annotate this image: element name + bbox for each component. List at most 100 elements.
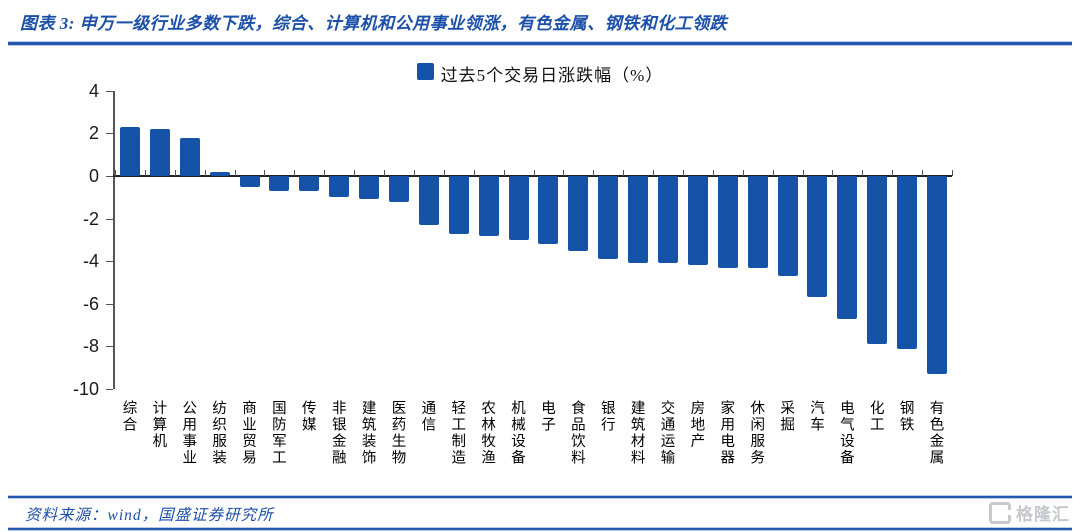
y-axis-tick bbox=[106, 261, 113, 263]
bar-农林牧渔 bbox=[478, 176, 499, 236]
x-axis-tick bbox=[802, 170, 804, 176]
figure-title: 图表 3: 申万一级行业多数下跌，综合、计算机和公用事业领涨，有色金属、钢铁和化… bbox=[20, 14, 728, 33]
watermark: 格隆汇 bbox=[989, 500, 1070, 525]
x-axis-label: 电气设备 bbox=[837, 400, 854, 466]
x-axis-label: 传媒 bbox=[299, 400, 316, 433]
x-axis-label: 交通运输 bbox=[658, 400, 675, 466]
x-axis-label: 电子 bbox=[538, 400, 555, 433]
x-axis-label: 轻工制造 bbox=[449, 400, 466, 466]
x-axis-tick bbox=[503, 170, 505, 176]
x-axis-tick bbox=[862, 170, 864, 176]
bar-通信 bbox=[418, 176, 439, 225]
legend-swatch-icon bbox=[416, 63, 434, 80]
y-axis-label: -8 bbox=[82, 336, 99, 357]
y-axis-label: -6 bbox=[82, 293, 99, 314]
bar-计算机 bbox=[149, 129, 170, 176]
bar-国防军工 bbox=[269, 176, 290, 191]
x-axis-label: 食品饮料 bbox=[568, 400, 585, 466]
x-axis-tick bbox=[682, 170, 684, 176]
bar-轻工制造 bbox=[448, 176, 469, 234]
x-axis-tick bbox=[653, 170, 655, 176]
bar-有色金属 bbox=[927, 176, 948, 375]
y-axis-label: 0 bbox=[88, 166, 99, 186]
bar-休闲服务 bbox=[747, 176, 768, 268]
x-axis-label: 通信 bbox=[419, 400, 436, 433]
y-axis-tick bbox=[106, 90, 113, 92]
bar-电气设备 bbox=[837, 176, 858, 319]
y-axis-tick bbox=[106, 218, 113, 220]
bar-房地产 bbox=[687, 176, 708, 266]
x-axis-label: 计算机 bbox=[150, 400, 167, 450]
y-axis-tick bbox=[106, 346, 113, 348]
x-axis-tick bbox=[115, 170, 116, 176]
y-axis-tick bbox=[106, 133, 113, 135]
x-axis-label: 有色金属 bbox=[927, 400, 944, 466]
x-axis-tick bbox=[204, 170, 206, 176]
watermark-brand: 格隆汇 bbox=[1016, 505, 1070, 524]
chart-legend: 过去5个交易日涨跌幅（%） bbox=[0, 61, 1080, 86]
bar-银行 bbox=[598, 176, 619, 260]
bar-采掘 bbox=[777, 176, 798, 277]
x-axis-label: 综合 bbox=[120, 400, 137, 433]
bar-汽车 bbox=[807, 176, 828, 298]
legend-label: 过去5个交易日涨跌幅（%） bbox=[440, 66, 664, 85]
x-axis-label: 建筑材料 bbox=[628, 400, 645, 466]
x-axis-label: 机械设备 bbox=[509, 400, 526, 466]
x-axis-tick bbox=[832, 170, 834, 176]
x-axis-tick bbox=[354, 170, 356, 176]
bar-建筑材料 bbox=[628, 176, 649, 264]
bar-纺织服装 bbox=[209, 171, 230, 176]
x-axis-label: 家用电器 bbox=[718, 400, 735, 466]
y-axis-label: -4 bbox=[82, 251, 99, 272]
x-axis-label: 房地产 bbox=[688, 400, 705, 450]
x-axis-tick bbox=[443, 170, 445, 176]
x-axis-tick bbox=[234, 170, 236, 176]
bar-医药生物 bbox=[388, 176, 409, 202]
x-axis-tick bbox=[623, 170, 625, 176]
bar-交通运输 bbox=[658, 176, 679, 264]
x-axis-tick bbox=[324, 170, 326, 176]
x-axis-label: 非银金融 bbox=[329, 400, 346, 466]
y-axis-tick bbox=[106, 176, 113, 177]
bar-钢铁 bbox=[897, 176, 918, 349]
bar-机械设备 bbox=[508, 176, 529, 240]
y-axis-tick bbox=[106, 389, 113, 390]
bottom-border bbox=[8, 528, 1072, 530]
x-axis-tick bbox=[413, 170, 415, 176]
source-note: 资料来源：wind，国盛证券研究所 bbox=[25, 507, 274, 524]
y-axis-label: 2 bbox=[88, 123, 99, 144]
bar-商业贸易 bbox=[239, 176, 260, 187]
x-axis-label: 休闲服务 bbox=[748, 400, 765, 466]
x-axis-tick bbox=[952, 170, 953, 176]
y-axis-label: -10 bbox=[72, 379, 99, 399]
x-axis-tick bbox=[264, 170, 266, 176]
x-axis-tick bbox=[384, 170, 386, 176]
x-axis-tick bbox=[144, 170, 146, 176]
title-divider bbox=[8, 42, 1072, 45]
x-axis-tick bbox=[563, 170, 565, 176]
bar-家用电器 bbox=[717, 176, 738, 268]
x-axis-label: 化工 bbox=[867, 400, 884, 433]
x-axis-label: 采掘 bbox=[778, 400, 795, 433]
x-axis-label: 建筑装饰 bbox=[359, 400, 376, 466]
x-axis-tick bbox=[174, 170, 176, 176]
x-axis-label: 汽车 bbox=[807, 400, 824, 433]
x-axis-label: 纺织服装 bbox=[210, 400, 227, 466]
x-axis-label: 银行 bbox=[598, 400, 615, 433]
bar-非银金融 bbox=[329, 176, 350, 198]
x-axis-label: 商业贸易 bbox=[240, 400, 257, 466]
x-axis-label: 公用事业 bbox=[180, 400, 197, 466]
y-axis-tick bbox=[106, 303, 113, 305]
x-axis-label: 医药生物 bbox=[389, 400, 406, 466]
bar-电子 bbox=[538, 176, 559, 245]
x-axis-tick bbox=[772, 170, 774, 176]
x-axis-label: 钢铁 bbox=[897, 400, 914, 433]
bar-综合 bbox=[119, 127, 140, 176]
x-axis-tick bbox=[712, 170, 714, 176]
bar-化工 bbox=[867, 176, 888, 345]
bar-公用事业 bbox=[179, 137, 200, 176]
gelonghui-logo-icon bbox=[989, 501, 1011, 524]
x-axis bbox=[113, 175, 952, 177]
